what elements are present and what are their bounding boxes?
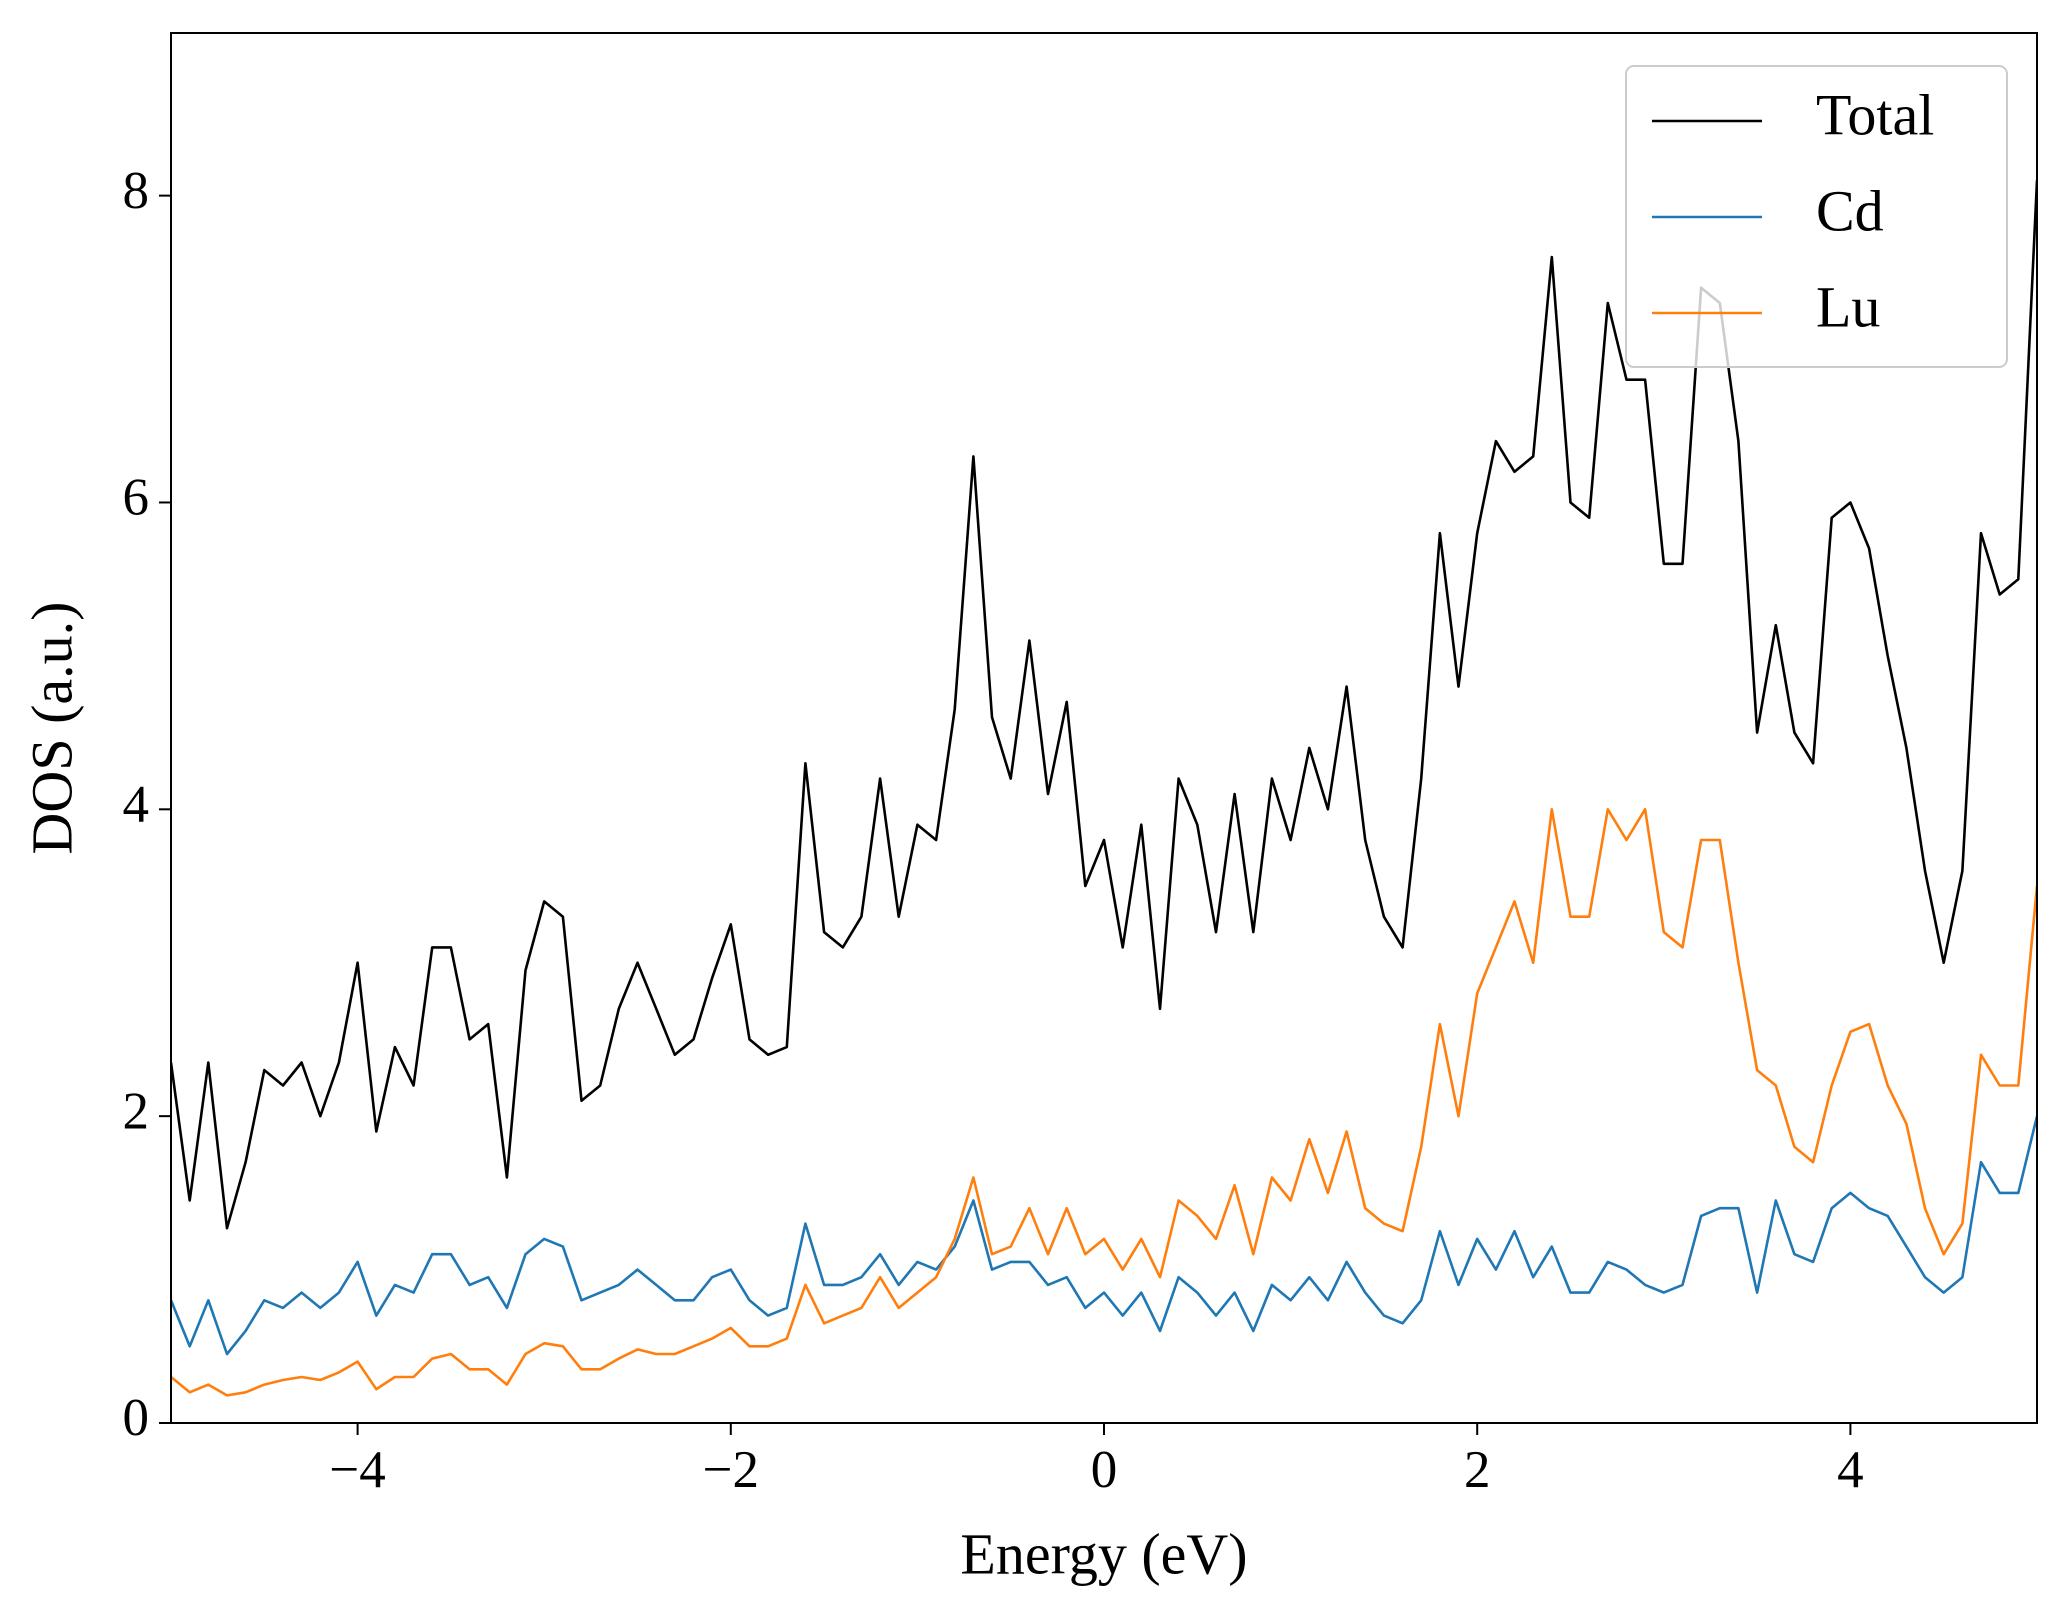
y-tick-label: 0 bbox=[123, 1389, 150, 1447]
plot-frame bbox=[170, 32, 2038, 1424]
legend-label: Cd bbox=[1816, 178, 1884, 243]
legend-label: Total bbox=[1816, 82, 1934, 147]
y-axis-label: DOS (a.u.) bbox=[19, 602, 84, 855]
y-tick-label: 8 bbox=[123, 162, 150, 220]
x-axis-label: Energy (eV) bbox=[960, 1521, 1247, 1586]
y-tick-label: 6 bbox=[123, 469, 150, 527]
x-tick-label: 0 bbox=[1091, 1441, 1118, 1499]
y-tick-label: 4 bbox=[123, 775, 150, 833]
x-tick-label: −2 bbox=[703, 1441, 759, 1499]
series-line bbox=[171, 1115, 2037, 1356]
x-tick-label: 4 bbox=[1837, 1441, 1864, 1499]
x-tick-label: −4 bbox=[329, 1441, 385, 1499]
legend-box bbox=[1625, 65, 2008, 368]
y-tick-label: 2 bbox=[123, 1082, 150, 1140]
x-tick-label: 2 bbox=[1464, 1441, 1491, 1499]
series-line bbox=[171, 808, 2037, 1397]
legend-label: Lu bbox=[1816, 274, 1880, 339]
